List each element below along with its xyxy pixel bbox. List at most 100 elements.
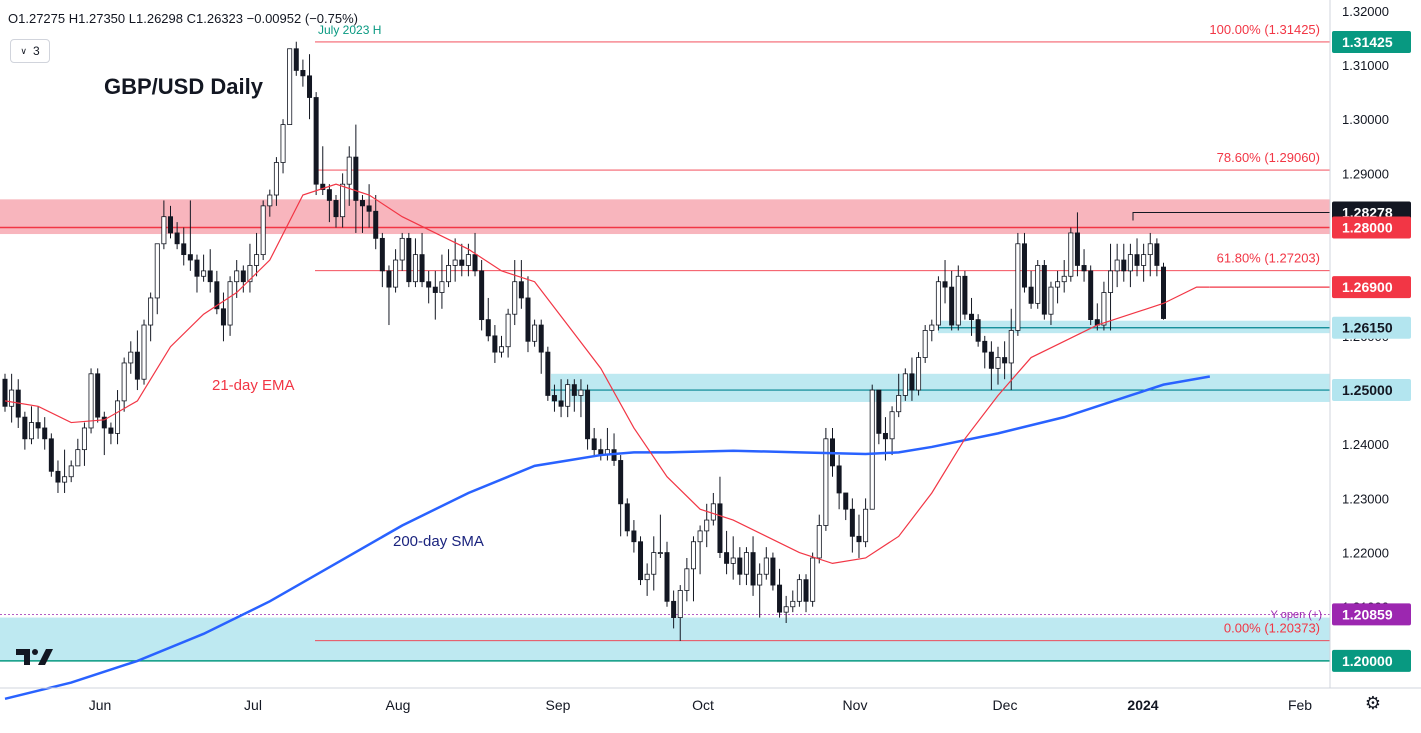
candle-body [1002, 357, 1008, 364]
candle-body [538, 324, 544, 353]
candle-body [412, 254, 418, 283]
candle-body [1048, 286, 1054, 315]
candle-body [393, 259, 399, 288]
candle-body [2, 378, 8, 407]
candle-body [856, 535, 862, 543]
gear-icon[interactable]: ⚙ [1364, 692, 1382, 713]
candle-body [81, 427, 87, 451]
candle-body [452, 259, 458, 266]
candle-body [657, 552, 663, 554]
candle-body [426, 281, 432, 288]
price-tag-label: 1.26150 [1342, 320, 1393, 336]
candle-body [743, 552, 749, 575]
candle-body [273, 162, 279, 196]
candle-body [386, 270, 392, 288]
candle-body [916, 357, 922, 391]
candle-body [68, 465, 74, 478]
price-tag-label: 1.28000 [1342, 220, 1393, 236]
candle-body [62, 476, 68, 483]
candle-body [995, 357, 1001, 369]
price-tag-label: 1.20000 [1342, 653, 1393, 669]
fib-label-0: 100.00% (1.31425) [1209, 22, 1320, 37]
candle-body [624, 503, 630, 532]
chevron-down-icon: ∨ [20, 45, 27, 56]
candle-body [55, 470, 61, 483]
candle-body [498, 346, 504, 353]
candle-body [816, 525, 822, 559]
zone-cyan-1 [938, 320, 1330, 334]
candle-body [704, 519, 710, 532]
candle-body [220, 308, 226, 326]
candle-body [1074, 232, 1080, 266]
candle-body [492, 335, 498, 353]
candle-body [790, 600, 796, 608]
candle-body [982, 340, 988, 353]
sma200-line [4, 375, 1211, 701]
candle-body [949, 286, 955, 326]
candle-body [399, 237, 405, 261]
candle-body [942, 281, 948, 288]
candle-body [1008, 330, 1014, 364]
candle-body [1081, 265, 1087, 272]
zone-red-0 [0, 199, 1330, 235]
price-tag-1.26900 [1332, 276, 1411, 299]
price-axis-bg [1330, 0, 1421, 688]
candle-body [419, 254, 425, 283]
price-tag-label: 1.20859 [1342, 606, 1393, 622]
price-tag-1.20000 [1332, 649, 1411, 672]
price-tag-1.25000 [1332, 379, 1411, 402]
candle-body [796, 579, 802, 602]
candle-body [187, 254, 193, 261]
candle-body [1021, 243, 1027, 288]
candle-body [1088, 270, 1094, 321]
candle-body [909, 373, 915, 391]
candle-body [260, 205, 266, 256]
candle-body [585, 389, 591, 440]
sma-label: 200-day SMA [393, 533, 484, 550]
candle-body [42, 427, 48, 440]
price-tag-1.28000 [1332, 216, 1411, 239]
ema21-line [4, 183, 1210, 565]
candle-body [1161, 266, 1167, 319]
x-tick-label: Nov [843, 697, 868, 713]
candle-body [359, 200, 365, 207]
candle-body [988, 351, 994, 369]
x-tick-label: Feb [1288, 697, 1312, 713]
candle-body [1141, 254, 1147, 266]
tradingview-logo-icon[interactable] [14, 646, 54, 668]
july-high-label: July 2023 H [318, 23, 381, 37]
candle-body [108, 427, 114, 434]
x-tick-label: Oct [692, 697, 714, 713]
y-tick-label: 1.31000 [1342, 58, 1389, 73]
indicators-count: 3 [32, 44, 40, 58]
candle-body [671, 600, 677, 618]
candle-body [280, 124, 286, 163]
candle-body [1061, 275, 1067, 283]
candle-body [969, 313, 975, 321]
candle-body [644, 573, 650, 581]
candle-body [326, 189, 332, 201]
candle-body [1035, 265, 1041, 304]
candle-body [346, 156, 352, 185]
indicators-toggle-button[interactable]: ∨ 3 [10, 39, 50, 63]
candle-body [194, 259, 200, 277]
candle-body [810, 557, 816, 602]
candle-body [1041, 265, 1047, 315]
candle-body [207, 270, 213, 283]
candle-body [551, 395, 557, 402]
y-tick-label: 1.29000 [1342, 166, 1389, 181]
candle-body [174, 232, 180, 245]
candle-body [479, 270, 485, 321]
candle-body [373, 210, 379, 239]
candle-body [578, 389, 584, 396]
open-value: 1.27275 [18, 11, 66, 26]
candle-body [320, 183, 326, 191]
candle-body [677, 590, 683, 618]
candle-body [48, 438, 54, 472]
price-tag-label: 1.26900 [1342, 279, 1393, 295]
price-tag-label: 1.28278 [1342, 204, 1393, 220]
low-value: 1.26298 [136, 11, 183, 26]
candle-body [955, 275, 961, 326]
low-label: L [128, 11, 136, 26]
